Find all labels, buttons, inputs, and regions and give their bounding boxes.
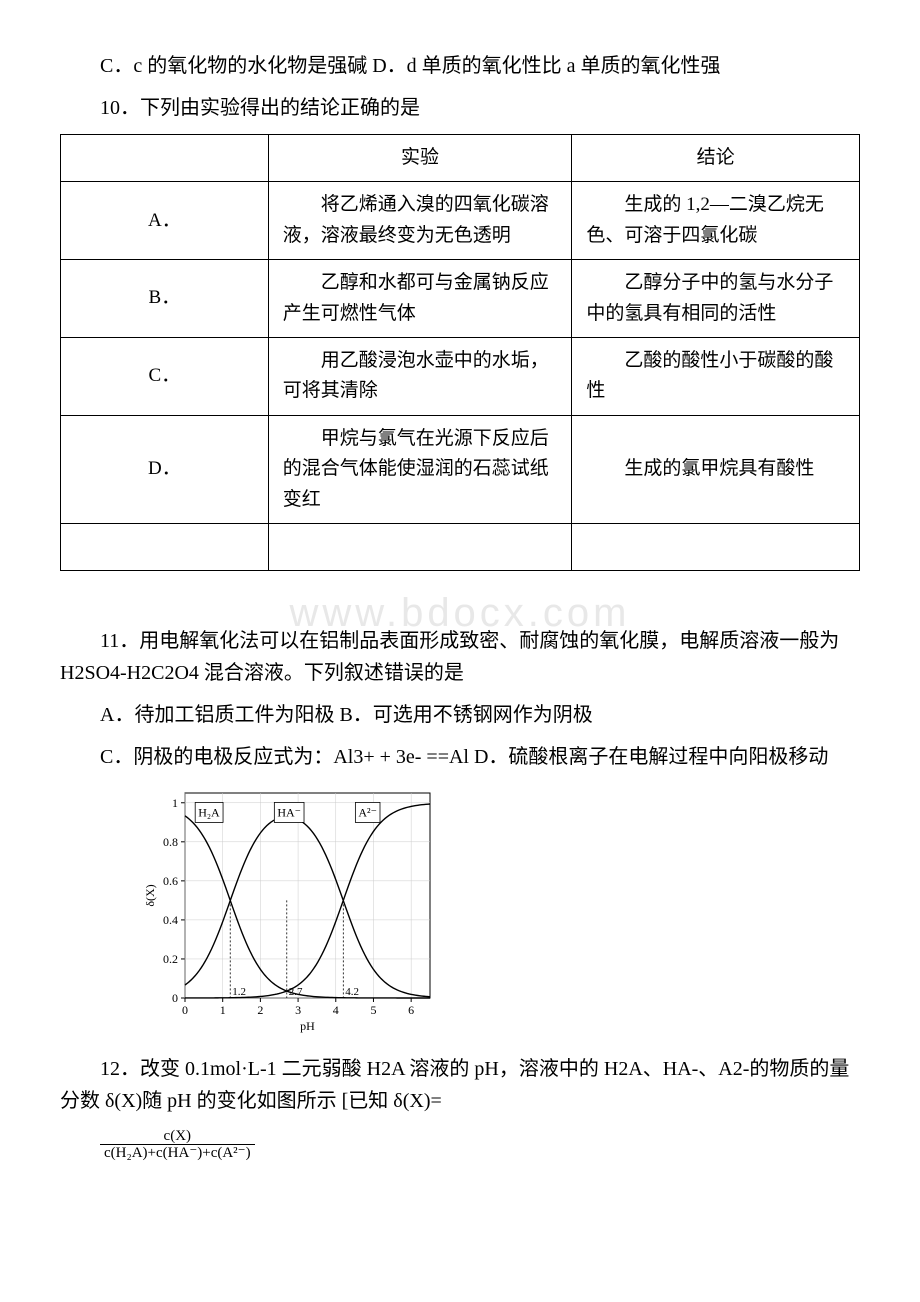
svg-text:1: 1	[172, 796, 178, 810]
q10-table: 实验 结论 A． 将乙烯通入溴的四氧化碳溶液，溶液最终变为无色透明 生成的 1,…	[60, 134, 860, 571]
delta-ph-chart-svg: 0 0.2 0.4 0.6 0.8 1 0 1 2 3 4 5 6 pH δ(X) H₂A HA⁻ A²⁻ 1.2 2…	[140, 783, 440, 1033]
svg-text:4.2: 4.2	[345, 986, 359, 998]
row-exp: 将乙烯通入溴的四氧化碳溶液，溶液最终变为无色透明	[268, 182, 572, 260]
q11-option-cd: C．阴极的电极反应式为：Al3+ + 3e- ==Al D．硫酸根离子在电解过程…	[60, 741, 860, 773]
header-exp: 实验	[268, 135, 572, 182]
cell-empty	[572, 523, 860, 570]
row-con: 生成的氯甲烷具有酸性	[572, 415, 860, 523]
table-row: D． 甲烷与氯气在光源下反应后的混合气体能使湿润的石蕊试纸变红 生成的氯甲烷具有…	[61, 415, 860, 523]
svg-text:4: 4	[333, 1003, 339, 1017]
fraction-inline: c(X) c(H₂A)+c(HA⁻)+c(A²⁻)	[100, 1128, 255, 1162]
fraction-numerator: c(X)	[100, 1128, 255, 1146]
svg-text:δ(X): δ(X)	[143, 885, 157, 907]
svg-text:5: 5	[370, 1003, 376, 1017]
svg-text:H₂A: H₂A	[198, 806, 220, 820]
svg-text:0.8: 0.8	[163, 835, 178, 849]
table-row: A． 将乙烯通入溴的四氧化碳溶液，溶液最终变为无色透明 生成的 1,2—二溴乙烷…	[61, 182, 860, 260]
svg-text:0.6: 0.6	[163, 874, 178, 888]
cell-empty	[268, 523, 572, 570]
row-con: 乙酸的酸性小于碳酸的酸性	[572, 337, 860, 415]
table-header-row: 实验 结论	[61, 135, 860, 182]
header-blank	[61, 135, 269, 182]
svg-text:6: 6	[408, 1003, 414, 1017]
cell-empty	[61, 523, 269, 570]
svg-text:0: 0	[172, 991, 178, 1005]
fraction-denominator: c(H₂A)+c(HA⁻)+c(A²⁻)	[100, 1145, 255, 1162]
row-label: C．	[61, 337, 269, 415]
svg-text:A²⁻: A²⁻	[358, 806, 377, 820]
svg-text:0.4: 0.4	[163, 913, 178, 927]
row-exp: 甲烷与氯气在光源下反应后的混合气体能使湿润的石蕊试纸变红	[268, 415, 572, 523]
row-label: B．	[61, 260, 269, 338]
svg-text:2: 2	[257, 1003, 263, 1017]
svg-text:0: 0	[182, 1003, 188, 1017]
svg-text:0.2: 0.2	[163, 952, 178, 966]
table-row: C． 用乙酸浸泡水壶中的水垢，可将其清除 乙酸的酸性小于碳酸的酸性	[61, 337, 860, 415]
row-con: 生成的 1,2—二溴乙烷无色、可溶于四氯化碳	[572, 182, 860, 260]
svg-text:HA⁻: HA⁻	[277, 806, 301, 820]
q11-stem: 11．用电解氧化法可以在铝制品表面形成致密、耐腐蚀的氧化膜，电解质溶液一般为 H…	[60, 625, 860, 689]
q12-stem-text: 12．改变 0.1mol·L-1 二元弱酸 H2A 溶液的 pH，溶液中的 H2…	[60, 1053, 860, 1117]
svg-text:3: 3	[295, 1003, 301, 1017]
svg-text:1.2: 1.2	[232, 986, 246, 998]
row-label: A．	[61, 182, 269, 260]
q10-stem: 10．下列由实验得出的结论正确的是	[60, 92, 860, 124]
svg-text:1: 1	[220, 1003, 226, 1017]
svg-text:2.7: 2.7	[289, 986, 303, 998]
row-con: 乙醇分子中的氢与水分子中的氢具有相同的活性	[572, 260, 860, 338]
header-con: 结论	[572, 135, 860, 182]
table-row: B． 乙醇和水都可与金属钠反应产生可燃性气体 乙醇分子中的氢与水分子中的氢具有相…	[61, 260, 860, 338]
table-row-empty	[61, 523, 860, 570]
q12-stem: 12．改变 0.1mol·L-1 二元弱酸 H2A 溶液的 pH，溶液中的 H2…	[60, 1053, 860, 1117]
row-label: D．	[61, 415, 269, 523]
row-exp: 乙醇和水都可与金属钠反应产生可燃性气体	[268, 260, 572, 338]
q9-option-cd: C．c 的氧化物的水化物是强碱 D．d 单质的氧化性比 a 单质的氧化性强	[60, 50, 860, 82]
q11-option-ab: A．待加工铝质工件为阳极 B．可选用不锈钢网作为阴极	[60, 699, 860, 731]
row-exp: 用乙酸浸泡水壶中的水垢，可将其清除	[268, 337, 572, 415]
q12-fraction: c(X) c(H₂A)+c(HA⁻)+c(A²⁻)	[60, 1127, 860, 1161]
svg-text:pH: pH	[300, 1019, 315, 1033]
q12-chart: 0 0.2 0.4 0.6 0.8 1 0 1 2 3 4 5 6 pH δ(X) H₂A HA⁻ A²⁻ 1.2 2…	[140, 783, 860, 1043]
